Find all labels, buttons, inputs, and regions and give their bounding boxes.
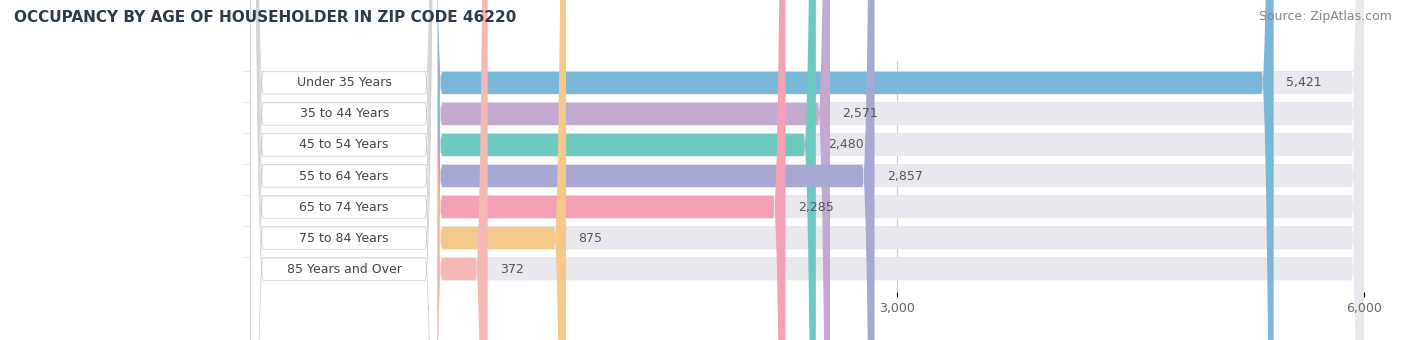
FancyBboxPatch shape <box>250 0 437 340</box>
FancyBboxPatch shape <box>430 0 1364 340</box>
Text: 2,285: 2,285 <box>799 201 834 214</box>
FancyBboxPatch shape <box>430 0 1364 340</box>
Text: 65 to 74 Years: 65 to 74 Years <box>299 201 389 214</box>
FancyBboxPatch shape <box>430 0 830 340</box>
Text: 5,421: 5,421 <box>1286 76 1322 89</box>
FancyBboxPatch shape <box>430 0 875 340</box>
Text: 45 to 54 Years: 45 to 54 Years <box>299 138 389 152</box>
Text: 75 to 84 Years: 75 to 84 Years <box>299 232 389 244</box>
FancyBboxPatch shape <box>430 0 1364 340</box>
FancyBboxPatch shape <box>250 0 437 340</box>
FancyBboxPatch shape <box>250 0 437 340</box>
FancyBboxPatch shape <box>250 0 437 340</box>
FancyBboxPatch shape <box>430 0 1364 340</box>
Text: 2,480: 2,480 <box>828 138 865 152</box>
FancyBboxPatch shape <box>430 0 567 340</box>
Text: 55 to 64 Years: 55 to 64 Years <box>299 170 389 183</box>
Text: 35 to 44 Years: 35 to 44 Years <box>299 107 389 120</box>
Text: Under 35 Years: Under 35 Years <box>297 76 392 89</box>
FancyBboxPatch shape <box>430 0 815 340</box>
FancyBboxPatch shape <box>250 0 437 340</box>
Text: OCCUPANCY BY AGE OF HOUSEHOLDER IN ZIP CODE 46220: OCCUPANCY BY AGE OF HOUSEHOLDER IN ZIP C… <box>14 10 516 25</box>
FancyBboxPatch shape <box>430 0 1364 340</box>
FancyBboxPatch shape <box>430 0 488 340</box>
FancyBboxPatch shape <box>430 0 1364 340</box>
Text: 372: 372 <box>501 262 524 276</box>
FancyBboxPatch shape <box>250 0 437 340</box>
FancyBboxPatch shape <box>430 0 786 340</box>
Text: 2,857: 2,857 <box>887 170 922 183</box>
Text: 2,571: 2,571 <box>842 107 879 120</box>
FancyBboxPatch shape <box>250 0 437 340</box>
Text: 85 Years and Over: 85 Years and Over <box>287 262 402 276</box>
FancyBboxPatch shape <box>430 0 1274 340</box>
Text: 875: 875 <box>578 232 602 244</box>
FancyBboxPatch shape <box>430 0 1364 340</box>
Text: Source: ZipAtlas.com: Source: ZipAtlas.com <box>1258 10 1392 23</box>
